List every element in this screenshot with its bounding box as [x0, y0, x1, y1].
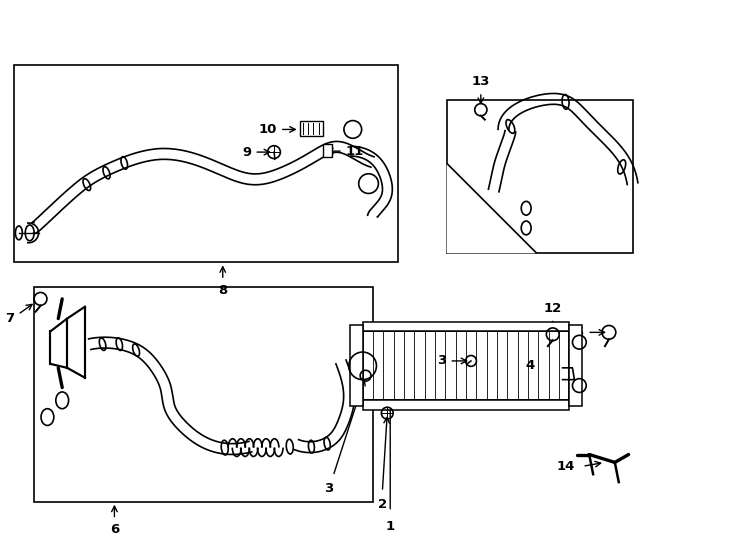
Text: 1: 1 — [385, 519, 395, 532]
Bar — [14, 65, 398, 262]
Bar — [34, 287, 374, 502]
Bar — [350, 326, 363, 406]
Bar — [363, 332, 570, 400]
Text: 5: 5 — [575, 326, 584, 339]
Text: 3: 3 — [437, 354, 446, 367]
Text: 10: 10 — [258, 123, 277, 136]
Bar — [299, 120, 323, 136]
Text: 14: 14 — [557, 460, 575, 473]
Text: 3: 3 — [324, 482, 334, 495]
Text: 11: 11 — [346, 145, 364, 158]
Polygon shape — [447, 164, 536, 253]
Bar — [363, 400, 570, 410]
Text: 13: 13 — [472, 75, 490, 88]
Text: 8: 8 — [218, 284, 228, 297]
Text: 7: 7 — [5, 312, 14, 325]
Text: 9: 9 — [242, 146, 251, 159]
Bar — [447, 100, 633, 253]
Text: 2: 2 — [378, 498, 387, 511]
Bar — [570, 326, 582, 406]
Text: 4: 4 — [526, 359, 535, 373]
Text: 12: 12 — [544, 302, 562, 315]
Bar — [323, 144, 332, 157]
Bar — [363, 321, 570, 332]
Text: 6: 6 — [110, 523, 119, 536]
